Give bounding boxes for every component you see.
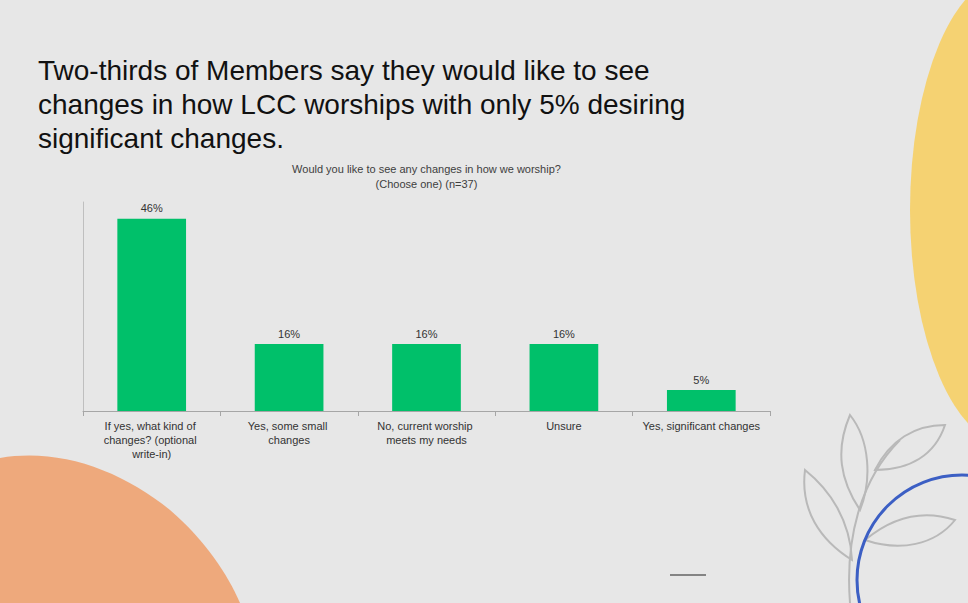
svg-text:46%: 46%: [141, 202, 163, 214]
svg-text:Unsure: Unsure: [546, 420, 581, 432]
html-text:Two-thirds of Members say they: Two-thirds of Members say they would lik…: [38, 55, 686, 154]
svg-text:changes? (optional: changes? (optional: [104, 434, 200, 446]
svg-text:16%: 16%: [415, 328, 437, 340]
svg-text:If yes, what kind of: If yes, what kind of: [105, 420, 199, 432]
svg-text:(Choose one) (n=37): (Choose one) (n=37): [376, 178, 478, 190]
svg-text:16%: 16%: [278, 328, 300, 340]
svg-text:meets my needs: meets my needs: [386, 434, 467, 446]
svg-text:No, current worship: No, current worship: [377, 420, 475, 432]
svg-text:Would you like to see any chan: Would you like to see any changes in how…: [292, 163, 561, 175]
svg-text:write-in): write-in): [131, 448, 171, 460]
svg-text:16%: 16%: [553, 328, 575, 340]
svg-text:changes: changes: [268, 434, 310, 446]
svg-text:Yes, significant changes: Yes, significant changes: [642, 420, 760, 432]
svg-text:Yes, some small: Yes, some small: [248, 420, 331, 432]
svg-text:5%: 5%: [693, 374, 709, 386]
